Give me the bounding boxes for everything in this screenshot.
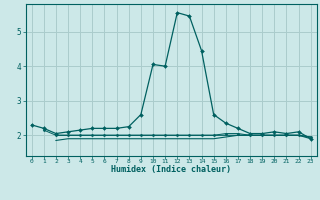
X-axis label: Humidex (Indice chaleur): Humidex (Indice chaleur) [111,165,231,174]
